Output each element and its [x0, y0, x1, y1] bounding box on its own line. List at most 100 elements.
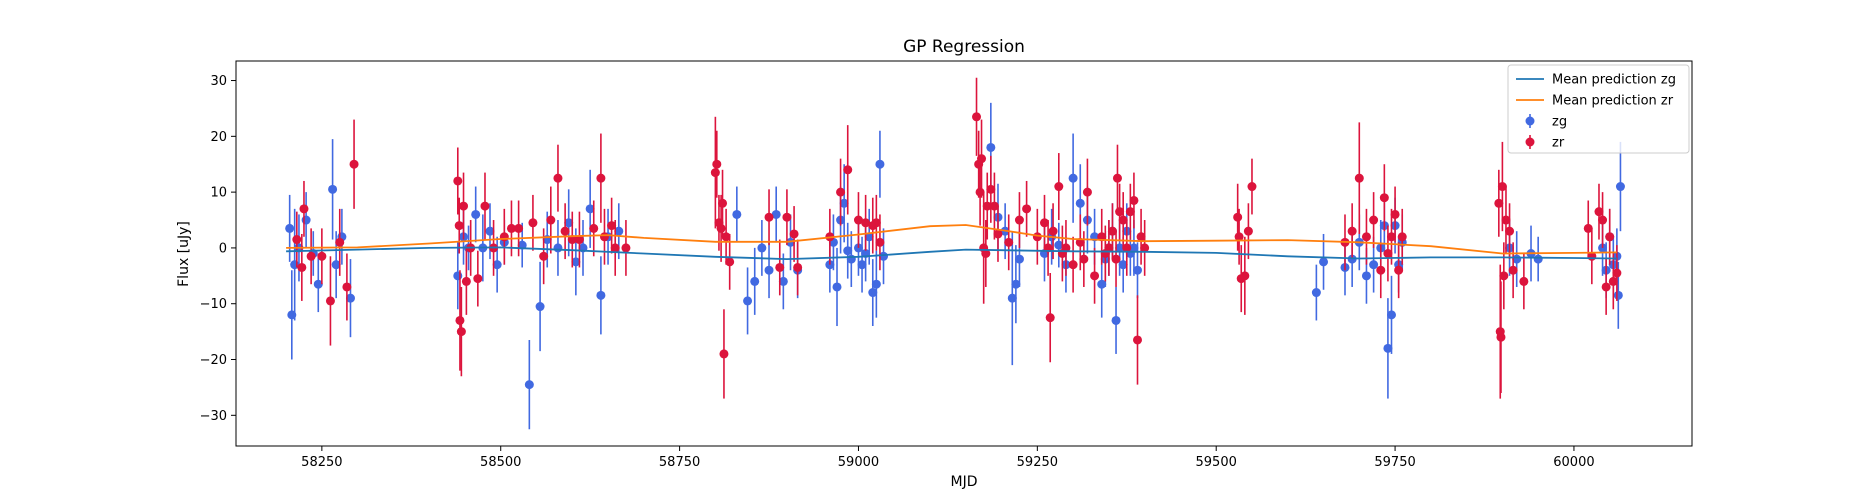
data-point	[712, 159, 722, 169]
legend: Mean prediction zg Mean prediction zr zg zr	[1507, 64, 1690, 154]
data-point	[868, 288, 878, 298]
plot-frame	[235, 60, 1693, 447]
data-point	[1082, 187, 1092, 197]
data-point	[1319, 257, 1329, 267]
data-point	[832, 282, 842, 292]
data-point	[782, 212, 792, 222]
x-tick-label: 59500	[1196, 455, 1237, 470]
data-point	[1243, 226, 1253, 236]
legend-label: zg	[1552, 115, 1567, 130]
data-point	[453, 271, 463, 281]
data-point	[1004, 237, 1014, 247]
data-point	[1386, 310, 1396, 320]
data-point	[1354, 173, 1364, 183]
data-point	[553, 173, 563, 183]
data-point	[459, 201, 469, 211]
data-point	[313, 279, 323, 289]
data-point	[1011, 279, 1021, 289]
data-point	[1014, 254, 1024, 264]
data-point	[574, 235, 584, 245]
data-point	[1394, 265, 1404, 275]
data-point	[546, 215, 556, 225]
plot-area	[285, 77, 1625, 430]
data-point	[861, 218, 871, 228]
data-point	[331, 260, 341, 270]
data-point	[328, 184, 338, 194]
data-point	[454, 221, 464, 231]
data-point	[1118, 260, 1128, 270]
data-point	[473, 274, 483, 284]
data-point	[793, 262, 803, 272]
data-point	[764, 212, 774, 222]
data-point	[585, 204, 595, 214]
data-point	[993, 229, 1003, 239]
data-point	[1125, 207, 1135, 217]
data-point	[1068, 173, 1078, 183]
data-point	[1361, 232, 1371, 242]
y-tick-label: 0	[219, 241, 227, 256]
data-point	[596, 173, 606, 183]
data-point	[1598, 215, 1608, 225]
y-axis-label: Flux [uJy]	[176, 221, 192, 287]
data-point	[875, 159, 885, 169]
y-tick-label: 10	[210, 186, 227, 201]
data-point	[287, 310, 297, 320]
data-point	[1112, 173, 1122, 183]
data-point	[843, 165, 853, 175]
data-point	[589, 223, 599, 233]
data-point	[528, 218, 538, 228]
data-point	[1497, 182, 1507, 192]
data-point	[514, 223, 524, 233]
data-point	[1613, 290, 1623, 300]
data-point	[981, 249, 991, 258]
data-point	[789, 229, 799, 239]
data-point	[301, 215, 311, 225]
legend-label: Mean prediction zr	[1552, 94, 1674, 109]
data-point	[1090, 271, 1100, 281]
data-point	[1104, 243, 1114, 253]
data-point	[989, 201, 999, 211]
data-point	[1383, 343, 1393, 353]
data-point	[1133, 265, 1143, 275]
data-point	[571, 257, 581, 267]
data-point	[1122, 243, 1132, 253]
data-point	[1048, 226, 1058, 236]
data-point	[306, 251, 316, 261]
data-point	[485, 226, 495, 236]
y-tick-label: −20	[200, 353, 227, 368]
data-point	[1129, 243, 1139, 253]
data-point	[1039, 218, 1049, 228]
data-point	[1007, 293, 1017, 303]
data-point	[732, 209, 742, 219]
data-point	[1111, 254, 1121, 264]
data-point	[1397, 232, 1407, 242]
data-point	[1311, 288, 1321, 298]
data-point	[718, 198, 728, 208]
data-point	[471, 209, 481, 219]
legend-marker-swatch	[1525, 137, 1535, 147]
y-tick-label: 30	[210, 74, 227, 89]
data-point	[453, 176, 463, 186]
data-point	[335, 237, 345, 247]
x-axis-label: MJD	[951, 474, 978, 490]
data-point	[871, 218, 881, 228]
line-mean-prediction-zr	[286, 224, 1617, 255]
legend-label: Mean prediction zg	[1552, 73, 1676, 88]
data-point	[1140, 243, 1150, 253]
data-point	[1499, 271, 1509, 281]
data-point	[456, 327, 466, 337]
data-point	[875, 237, 885, 247]
data-point	[553, 243, 563, 253]
data-point	[1233, 212, 1243, 222]
data-point	[297, 262, 307, 272]
data-point	[1347, 226, 1357, 236]
data-point	[1494, 198, 1504, 208]
data-point	[871, 279, 881, 289]
y-tick-label: 20	[210, 130, 227, 145]
data-point	[1601, 282, 1611, 292]
data-point	[461, 276, 471, 286]
data-point	[1061, 243, 1071, 253]
data-point	[317, 251, 327, 261]
data-point	[864, 232, 874, 242]
line-mean-prediction-zg	[286, 246, 1617, 261]
